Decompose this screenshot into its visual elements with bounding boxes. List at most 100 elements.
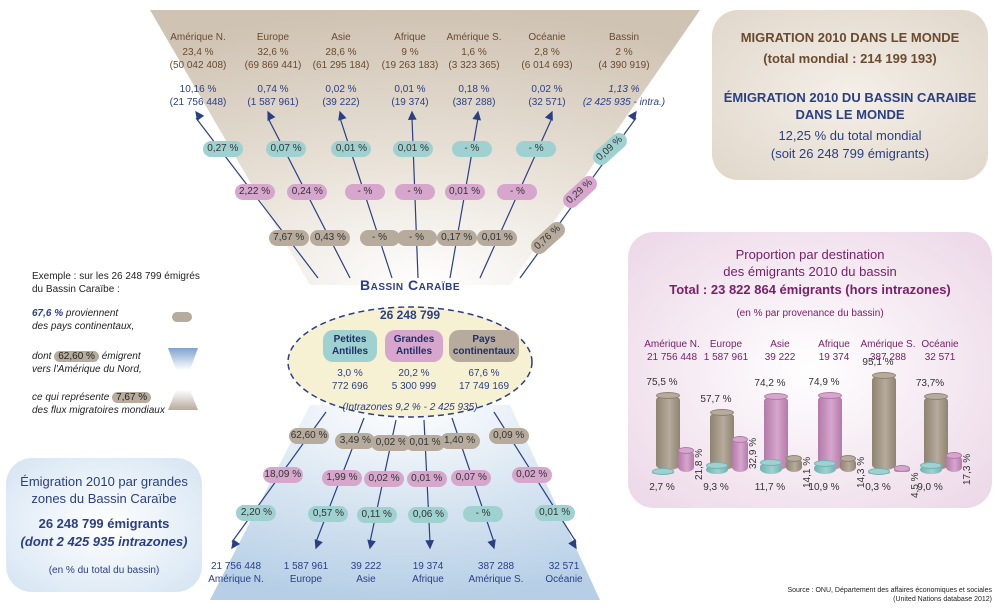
chart-category-count: 32 571	[924, 352, 956, 363]
legend-item3-a: ce qui représente	[32, 392, 110, 403]
bl-note: (en % du total du bassin)	[48, 565, 160, 576]
upper-pill: - %	[394, 183, 435, 200]
center-group-pct: 20,2 %	[398, 368, 430, 379]
world-col-pct: 2,8 %	[534, 47, 560, 58]
world-col-carib-pct: 0,01 %	[394, 84, 426, 95]
upper-pill: - %	[497, 183, 538, 200]
legend-item3-pct: 7,67 %	[112, 392, 152, 403]
lower-pill: 0,02 %	[364, 470, 405, 487]
world-col-carib-count: (2 425 935 - intra.)	[582, 97, 666, 108]
lower-dest-count: 387 288	[477, 561, 515, 572]
chart-cylinder-cap	[732, 436, 748, 444]
chart-category-label: Asie	[770, 339, 790, 350]
bl-count: 26 248 799 émigrants	[38, 516, 170, 531]
chart-category-label: Amérique N.	[644, 339, 700, 350]
chart-value-label: 75,5 %	[646, 376, 678, 388]
upper-pill: 0,27 %	[202, 140, 243, 157]
world-col-pct: 32,6 %	[257, 47, 289, 58]
chart-value-label: 74,2 %	[754, 377, 786, 389]
lower-arrowhead	[314, 539, 323, 550]
lower-pill: - %	[463, 506, 504, 523]
center-group-pct: 67,6 %	[468, 368, 500, 379]
world-col-carib-count: (32 571)	[528, 97, 566, 108]
chart-cylinder-cap	[840, 454, 856, 462]
legend-item-1: 67,6 % proviennent	[32, 308, 118, 319]
world-col-carib-pct: 10,16 %	[179, 84, 217, 95]
legend-item2-pct: 62,60 %	[54, 351, 99, 362]
upper-pill: 2,22 %	[234, 183, 275, 200]
lower-pill: 18,09 %	[262, 466, 303, 483]
lower-pill: 0,02 %	[511, 466, 552, 483]
lower-pill: 0,01 %	[405, 435, 446, 452]
chart-category-label: Océanie	[921, 339, 959, 350]
lower-dest-name: Amérique S.	[468, 574, 524, 585]
emig-count: (soit 26 248 799 émigrants)	[770, 146, 930, 161]
bl-intra: (dont 2 425 935 intrazones)	[20, 534, 188, 549]
upper-pill: 0,07 %	[266, 140, 307, 157]
chart-value-label: 73,7%	[915, 378, 945, 390]
center-group-label-1: Pays	[472, 334, 496, 345]
chart-cylinder-cap	[894, 464, 910, 472]
upper-pill: 0,24 %	[287, 183, 328, 200]
lower-pill: 0,07 %	[451, 469, 492, 486]
world-col-carib-count: (387 288)	[452, 97, 496, 108]
emig-title-2: DANS LE MONDE	[795, 107, 905, 122]
upper-pill: - %	[396, 230, 437, 247]
center-group-label-1: Grandes	[393, 334, 435, 345]
chart-cylinder-cap	[818, 392, 842, 400]
chart-value-label: 21,8 %	[694, 449, 705, 481]
lower-dest-name: Asie	[356, 574, 376, 585]
legend-item-3: ce qui représente 7,67 %	[32, 392, 152, 403]
chart-category-count: 387 288	[869, 352, 907, 363]
source-line-1: Source : ONU, Département des affaires é…	[787, 587, 992, 594]
chart-cylinder	[710, 412, 734, 470]
world-col-pct: 23,4 %	[182, 47, 214, 58]
world-col-count: (61 295 184)	[312, 60, 370, 71]
world-col-pct: 2 %	[615, 47, 633, 58]
bl-title-2: zones du Bassin Caraïbe	[31, 491, 177, 506]
center-group-label-2: continentaux	[452, 346, 516, 357]
chart-value-label: 32,9 %	[748, 437, 759, 470]
chart-cylinder-cap	[706, 461, 728, 469]
center-group-box: Grandes Antilles	[385, 330, 443, 362]
chart-cylinder-cap	[814, 460, 836, 468]
chart-category-label: Afrique	[818, 339, 850, 350]
chart-cylinder-cap	[946, 451, 962, 459]
legend-item2-a: dont	[32, 351, 52, 362]
upper-arrowhead	[544, 110, 553, 121]
lower-pill: 62,60 %	[289, 428, 330, 445]
legend-item-2: dont 62,60 % émigrent	[32, 351, 141, 362]
legend-item2-c: vers l'Amérique du Nord,	[32, 364, 142, 375]
legend-intro-1: Exemple : sur les 26 248 799 émigrés	[32, 271, 200, 282]
chart-value-label: 9,3 %	[703, 482, 729, 493]
chart-category-label: Europe	[709, 339, 743, 350]
center-group-box: Pays continentaux	[449, 330, 519, 362]
world-col-count: (3 323 365)	[448, 60, 500, 71]
center-intra: (Intrazones 9,2 % - 2 425 935)	[342, 402, 478, 413]
world-col-count: (50 042 408)	[169, 60, 227, 71]
world-col-pct: 1,6 %	[461, 47, 487, 58]
legend-brown-funnel	[168, 390, 198, 410]
chart-cylinder-cap	[656, 391, 680, 399]
prop-note: (en % par provenance du bassin)	[736, 308, 884, 319]
chart-value-label: 9,0 %	[917, 482, 943, 493]
lower-dest-name: Afrique	[412, 574, 444, 585]
chart-value-label: 17,3 %	[962, 453, 973, 485]
lower-pill: 1,99 %	[321, 469, 362, 486]
legend-item1-b: des pays continentaux,	[32, 321, 135, 332]
upper-arrowhead	[627, 110, 637, 121]
lower-arrowhead	[425, 539, 434, 550]
chart-value-label: 10,9 %	[808, 482, 840, 493]
center-ellipse	[287, 306, 533, 418]
world-col-carib-pct: 0,02 %	[325, 84, 357, 95]
chart-cylinder	[732, 439, 748, 472]
chart-value-label: 74,9 %	[808, 377, 840, 389]
world-col-carib-count: (1 587 961)	[247, 97, 299, 108]
legend-blue-funnel	[168, 348, 198, 370]
world-col-name: Afrique	[394, 32, 426, 43]
upper-pill: 7,67 %	[268, 230, 309, 247]
lower-arrowhead	[568, 539, 577, 550]
prop-total: Total : 23 822 864 émigrants (hors intra…	[669, 282, 951, 297]
world-col-carib-pct: 0,74 %	[257, 84, 289, 95]
upper-arrowhead	[195, 110, 205, 121]
